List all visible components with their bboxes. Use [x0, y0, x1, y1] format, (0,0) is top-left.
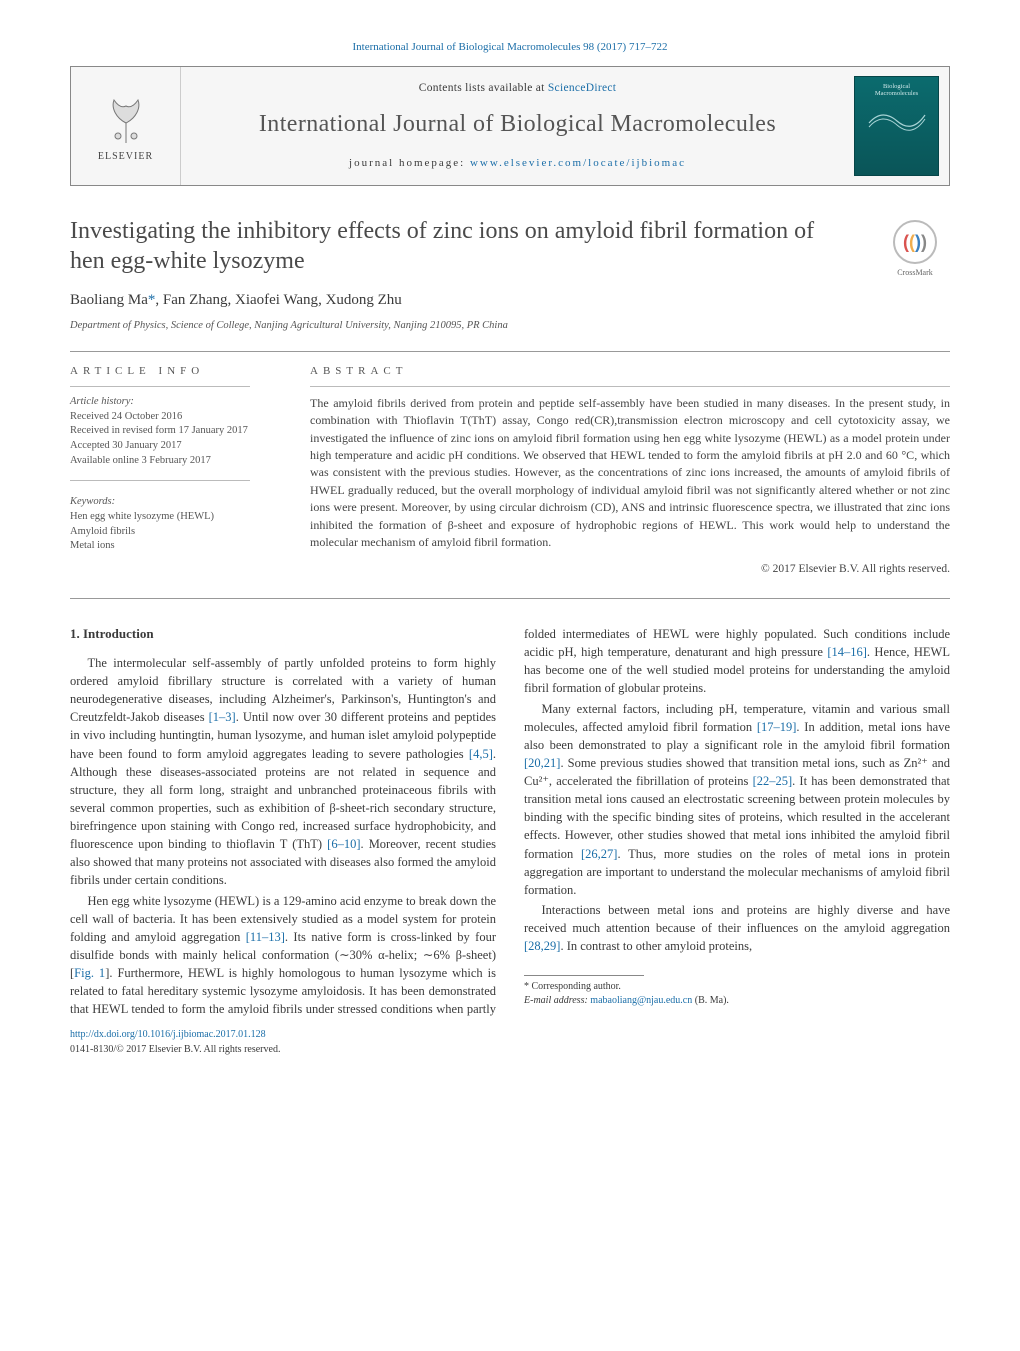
- history-online: Available online 3 February 2017: [70, 454, 280, 469]
- hr-abstract: [310, 386, 950, 387]
- ref-link-1[interactable]: [1–3]: [209, 710, 236, 724]
- email-suffix: (B. Ma).: [692, 995, 729, 1006]
- section-heading-intro: 1. Introduction: [70, 625, 496, 644]
- keyword-3: Metal ions: [70, 539, 280, 554]
- journal-cover-thumbnail: Biological Macromolecules: [854, 76, 939, 176]
- history-accepted: Accepted 30 January 2017: [70, 439, 280, 454]
- ref-link-4[interactable]: [11–13]: [246, 930, 285, 944]
- elsevier-tree-icon: [96, 88, 156, 148]
- crossmark-label: CrossMark: [897, 268, 933, 277]
- author-3: Xiaofei Wang: [235, 292, 318, 308]
- hr-top: [70, 351, 950, 352]
- header-citation-link[interactable]: International Journal of Biological Macr…: [353, 41, 668, 53]
- journal-homepage-line: journal homepage: www.elsevier.com/locat…: [191, 156, 844, 172]
- history-received: Received 24 October 2016: [70, 410, 280, 425]
- abstract-copyright: © 2017 Elsevier B.V. All rights reserved…: [310, 561, 950, 578]
- journal-header-center: Contents lists available at ScienceDirec…: [181, 72, 854, 179]
- intro-para-1: The intermolecular self-assembly of part…: [70, 654, 496, 890]
- cover-line-1: Biological: [875, 83, 918, 90]
- history-revised: Received in revised form 17 January 2017: [70, 424, 280, 439]
- author-1: Baoliang Ma*: [70, 292, 155, 308]
- abstract-text: The amyloid fibrils derived from protein…: [310, 395, 950, 552]
- journal-header: ELSEVIER Contents lists available at Sci…: [70, 66, 950, 186]
- corresponding-footer: * Corresponding author. E-mail address: …: [524, 975, 950, 1008]
- intro-para-4: Interactions between metal ions and prot…: [524, 901, 950, 955]
- keyword-2: Amyloid fibrils: [70, 525, 280, 540]
- issn-copyright: 0141-8130/© 2017 Elsevier B.V. All right…: [70, 1044, 280, 1055]
- article-info-column: article info Article history: Received 2…: [70, 364, 280, 578]
- keywords-label: Keywords:: [70, 495, 280, 510]
- publisher-logo: ELSEVIER: [71, 67, 181, 185]
- ref-link-6[interactable]: [14–16]: [827, 645, 867, 659]
- corresponding-email-line: E-mail address: mabaoliang@njau.edu.cn (…: [524, 994, 950, 1008]
- contents-prefix: Contents lists available at: [419, 82, 548, 94]
- hr-keywords: [70, 480, 250, 481]
- ref-link-3[interactable]: [6–10]: [327, 837, 360, 851]
- hr-info: [70, 386, 250, 387]
- hr-bottom: [70, 598, 950, 599]
- homepage-link[interactable]: www.elsevier.com/locate/ijbiomac: [470, 157, 686, 169]
- affiliation: Department of Physics, Science of Colleg…: [70, 318, 950, 333]
- intro-para-3: Many external factors, including pH, tem…: [524, 700, 950, 899]
- email-label: E-mail address:: [524, 995, 590, 1006]
- author-4: Xudong Zhu: [326, 292, 402, 308]
- abstract-label: abstract: [310, 364, 950, 380]
- crossmark-badge[interactable]: (()) CrossMark: [880, 220, 950, 279]
- crossmark-icon: (()): [893, 220, 937, 264]
- ref-link-2[interactable]: [4,5]: [469, 747, 493, 761]
- homepage-prefix: journal homepage:: [349, 157, 470, 169]
- keyword-1: Hen egg white lysozyme (HEWL): [70, 510, 280, 525]
- corresponding-email-link[interactable]: mabaoliang@njau.edu.cn: [590, 995, 692, 1006]
- article-info-label: article info: [70, 364, 280, 380]
- doi-block: http://dx.doi.org/10.1016/j.ijbiomac.201…: [70, 1028, 950, 1057]
- cover-art-icon: [867, 103, 927, 133]
- article-head: Investigating the inhibitory effects of …: [70, 216, 950, 276]
- corresponding-marker: *: [148, 292, 156, 308]
- doi-link[interactable]: http://dx.doi.org/10.1016/j.ijbiomac.201…: [70, 1029, 266, 1040]
- history-label: Article history:: [70, 395, 280, 410]
- journal-title: International Journal of Biological Macr…: [191, 107, 844, 142]
- ref-link-7[interactable]: [17–19]: [757, 720, 797, 734]
- ref-link-9[interactable]: [22–25]: [753, 774, 793, 788]
- header-citation: International Journal of Biological Macr…: [70, 40, 950, 56]
- article-title: Investigating the inhibitory effects of …: [70, 216, 830, 276]
- footer-separator: [524, 975, 644, 976]
- publisher-name: ELSEVIER: [98, 150, 153, 165]
- abstract-column: abstract The amyloid fibrils derived fro…: [310, 364, 950, 578]
- sciencedirect-link[interactable]: ScienceDirect: [548, 82, 616, 94]
- author-2: Fan Zhang: [163, 292, 228, 308]
- info-abstract-row: article info Article history: Received 2…: [70, 364, 950, 578]
- authors-line: Baoliang Ma*, Fan Zhang, Xiaofei Wang, X…: [70, 290, 950, 312]
- ref-link-11[interactable]: [28,29]: [524, 939, 560, 953]
- contents-available-line: Contents lists available at ScienceDirec…: [191, 80, 844, 97]
- ref-link-8[interactable]: [20,21]: [524, 756, 560, 770]
- cover-line-2: Macromolecules: [875, 90, 918, 97]
- corresponding-label: * Corresponding author.: [524, 980, 950, 994]
- ref-link-fig1[interactable]: Fig. 1: [74, 966, 105, 980]
- ref-link-10[interactable]: [26,27]: [581, 847, 617, 861]
- body-columns: 1. Introduction The intermolecular self-…: [70, 625, 950, 1018]
